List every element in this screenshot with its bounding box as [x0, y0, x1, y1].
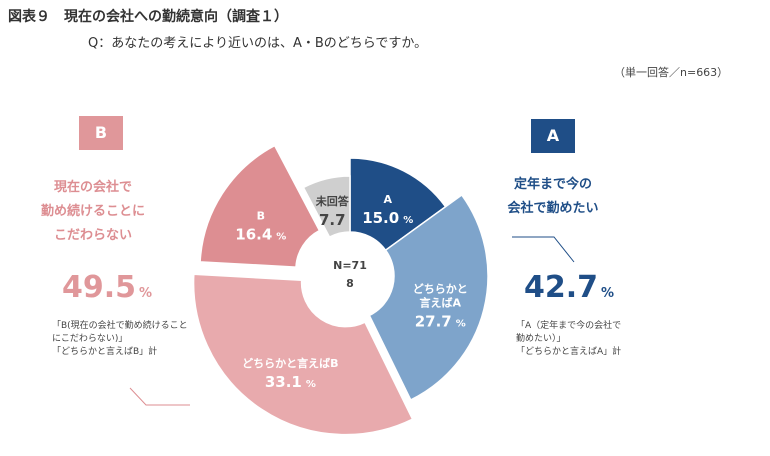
group-b-total-value: 49.5 [62, 270, 137, 305]
sample-note: （単一回答／n=663） [614, 66, 729, 79]
group-b-desc-line: 勤め続けることに [40, 204, 145, 219]
slice-leanB [192, 273, 414, 436]
slice-B [199, 144, 321, 268]
group-b-note-line: 「B(現在の会社で勤め続けること [52, 321, 188, 331]
group-a-desc-line: 定年まで今の [513, 177, 592, 192]
slice-label-A: A [383, 193, 392, 206]
donut-slices [192, 144, 489, 436]
group-b-total-unit: % [139, 286, 153, 301]
slice-unit-leanB: % [306, 379, 316, 390]
group-a-desc-line: 会社で勤めたい [507, 201, 599, 216]
group-b-note-line: にこだわらない)」 [52, 334, 128, 344]
donut-hole [306, 232, 394, 320]
slice-unit-B: % [276, 232, 286, 243]
connector-line-a [512, 236, 575, 263]
group-b-description: 現在の会社で 勤め続けることに こだわらない [28, 176, 158, 248]
connector-lines [129, 236, 575, 406]
group-a-note-line: 「どちらかと言えばA」計 [516, 347, 622, 357]
group-a-description: 定年まで今の 会社で勤めたい [488, 173, 618, 221]
figure-title: 図表９ 現在の会社への勤続意向（調査１） [8, 9, 288, 25]
group-a-note-line: 勤めたい）」 [516, 334, 566, 344]
group-b-note: 「B(現在の会社で勤め続けること にこだわらない)」 「どちらかと言えばB」計 [52, 320, 202, 359]
slice-label-none: 未回答 [315, 194, 350, 208]
group-a-total-value: 42.7 [524, 270, 599, 305]
group-a-total: 42.7% [524, 270, 614, 305]
slice-unit-leanA: % [456, 318, 466, 329]
group-b-note-line: 「どちらかと言えばB」計 [52, 347, 158, 357]
slice-label-leanA: 言えばA [419, 295, 461, 309]
group-b-desc-line: 現在の会社で [53, 180, 132, 195]
group-b-total: 49.5% [62, 270, 152, 305]
badge-b: B [79, 116, 123, 150]
slice-label-B: B [257, 210, 265, 223]
slice-unit-A: % [403, 215, 413, 226]
group-a-note: 「A（定年まで今の会社で 勤めたい）」 「どちらかと言えばA」計 [516, 320, 666, 359]
group-b-desc-line: こだわらない [53, 228, 132, 243]
question-text: Q：あなたの考えにより近いのは、A・Bのどちらですか。 [88, 36, 428, 51]
group-a-total-unit: % [601, 286, 615, 301]
slice-label-leanB: どちらかと言えばB [242, 356, 338, 370]
slice-value-none: 7.7 [319, 211, 346, 229]
group-a-note-line: 「A（定年まで今の会社で [516, 321, 622, 331]
center-n-value: 8 [346, 277, 354, 290]
center-n-label: N=71 [333, 259, 367, 272]
slice-label-leanA: どちらかと [413, 282, 468, 295]
connector-line-b [129, 387, 190, 406]
badge-a: A [531, 119, 575, 153]
